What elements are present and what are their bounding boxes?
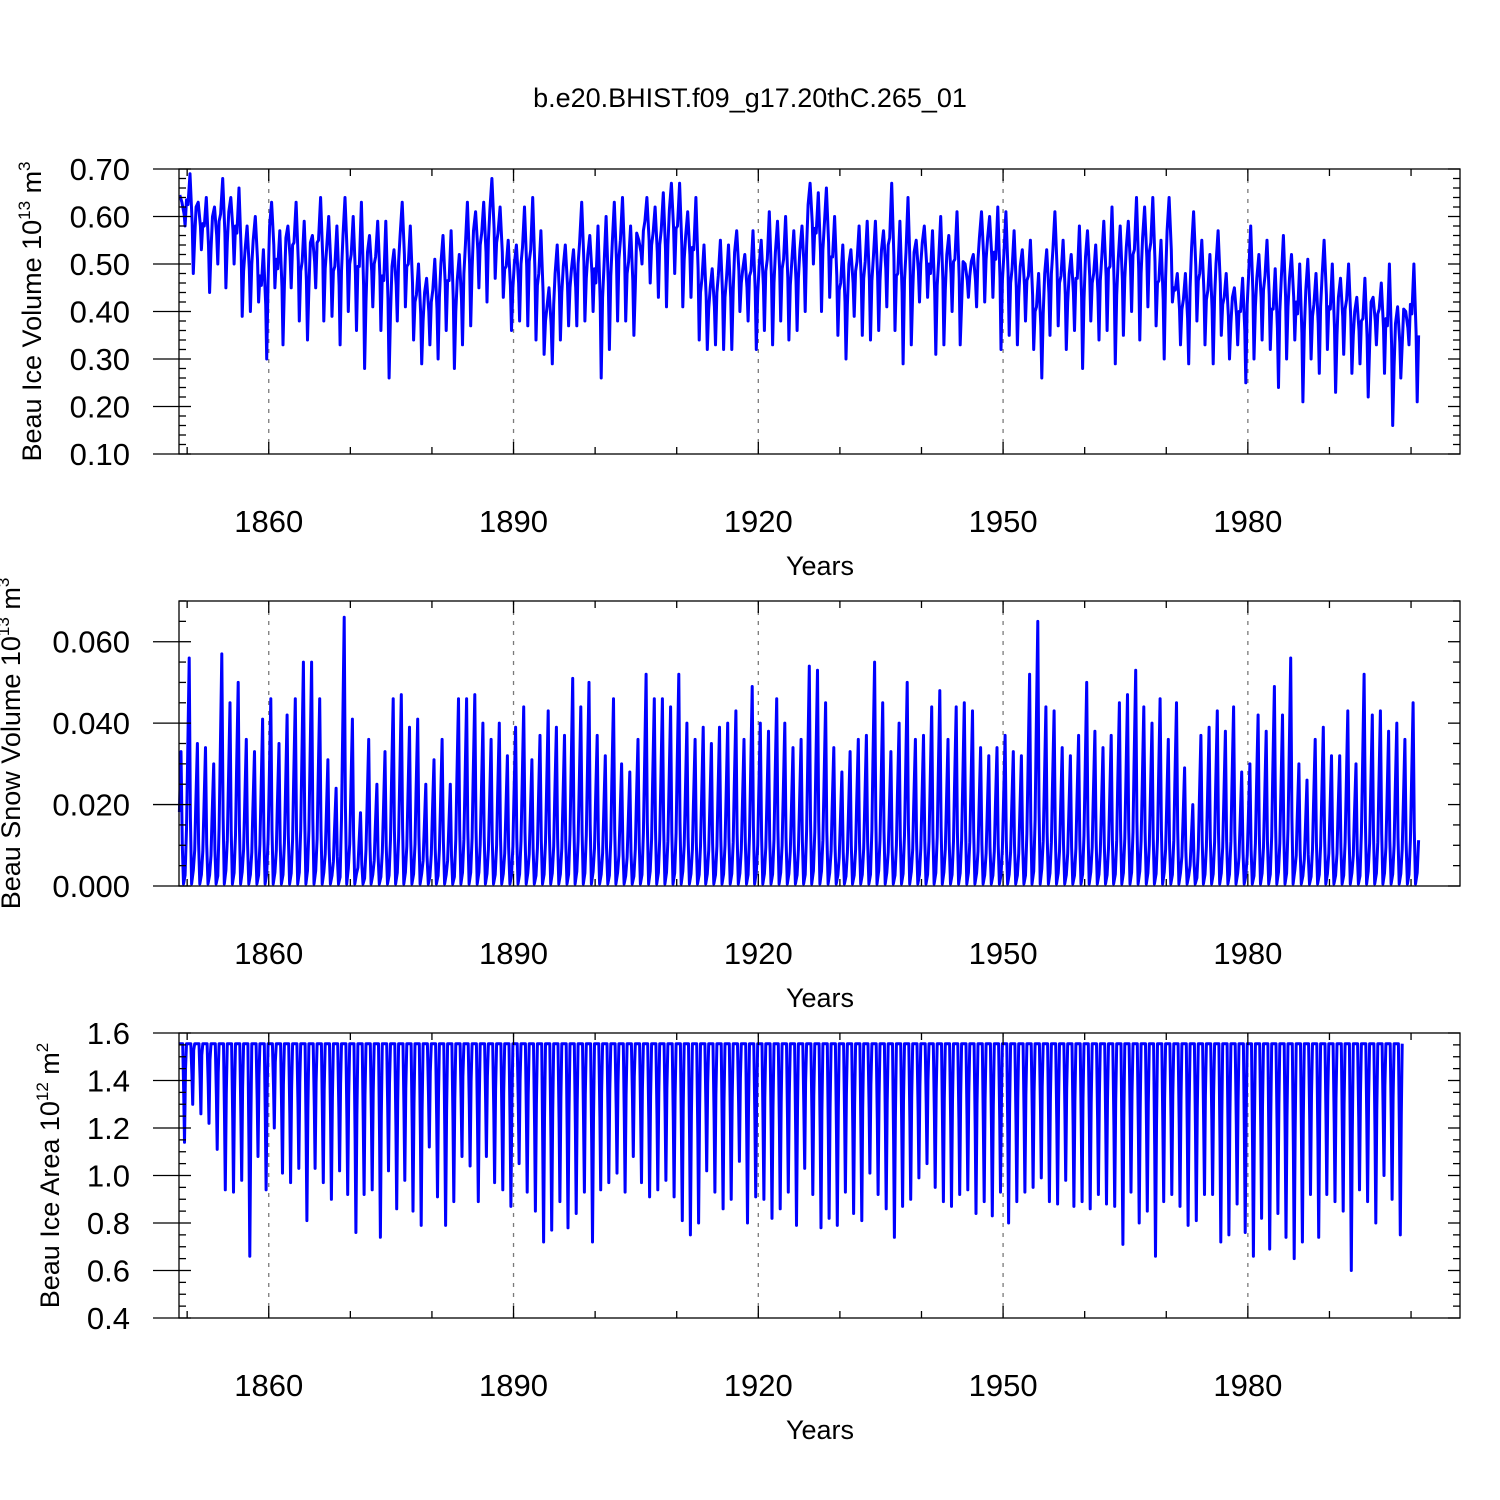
- x-tick-label: 1920: [724, 504, 793, 539]
- y-axis-title-unit: m: [17, 171, 47, 201]
- x-tick-label: 1980: [1213, 936, 1282, 971]
- y-axis-title-exponent: 12: [33, 1082, 52, 1101]
- y-tick-label: 0.10: [70, 437, 130, 472]
- y-axis-title-unit: m: [35, 1052, 65, 1082]
- y-tick-label: 0.4: [87, 1301, 130, 1336]
- x-tick-label: 1980: [1213, 504, 1282, 539]
- x-tick-label: 1860: [234, 504, 303, 539]
- y-tick-label: 0.6: [87, 1254, 130, 1289]
- y-tick-label: 1.6: [87, 1016, 130, 1051]
- y-tick-label: 0.20: [70, 390, 130, 425]
- y-axis-title-unit: m: [0, 587, 26, 617]
- y-tick-label: 0.020: [52, 788, 130, 823]
- y-axis-title-text: Beau Ice Area 10: [35, 1101, 65, 1308]
- x-tick-label: 1860: [234, 1368, 303, 1403]
- x-tick-label: 1920: [724, 1368, 793, 1403]
- y-tick-label: 0.30: [70, 342, 130, 377]
- x-tick-label: 1890: [479, 936, 548, 971]
- y-axis-title-unit-exponent: 3: [0, 578, 13, 587]
- y-tick-label: 1.0: [87, 1159, 130, 1194]
- x-tick-label: 1860: [234, 936, 303, 971]
- x-tick-label: 1950: [969, 504, 1038, 539]
- x-axis-title: Years: [786, 1415, 854, 1445]
- y-tick-label: 0.60: [70, 200, 130, 235]
- y-axis-title: Beau Ice Volume 1013 m3: [15, 161, 47, 461]
- panel-1: 1860 1890 1920 1950 1980 Years 0.10 0.20 0.30 0.4…: [15, 152, 1461, 581]
- y-tick-label: 0.40: [70, 295, 130, 330]
- y-tick-label: 0.000: [52, 869, 130, 904]
- panel-3: 1860 1890 1920 1950 1980 Years 0.4 0.6 0.8 1.0 1.2…: [33, 1016, 1461, 1445]
- y-tick-label: 0.70: [70, 152, 130, 187]
- series-line: [177, 615, 1421, 886]
- y-axis-title-unit-exponent: 3: [15, 161, 34, 170]
- series-line: [179, 1042, 1404, 1272]
- y-axis-title: Beau Snow Volume 1013 m3: [0, 578, 26, 910]
- y-tick-label: 1.4: [87, 1064, 130, 1099]
- y-tick-label: 0.060: [52, 625, 130, 660]
- y-axis-title-text: Beau Snow Volume 10: [0, 636, 26, 909]
- panels: 1860 1890 1920 1950 1980 Years 0.10 0.20 0.30 0.4…: [0, 152, 1461, 1445]
- x-tick-label: 1890: [479, 1368, 548, 1403]
- x-tick-label: 1950: [969, 1368, 1038, 1403]
- x-tick-label: 1980: [1213, 1368, 1282, 1403]
- x-axis-title: Years: [786, 983, 854, 1013]
- y-tick-label: 0.50: [70, 247, 130, 282]
- y-axis-title-unit-exponent: 2: [33, 1043, 52, 1052]
- y-tick-label: 1.2: [87, 1111, 130, 1146]
- series-line: [178, 172, 1421, 427]
- x-tick-label: 1950: [969, 936, 1038, 971]
- y-axis-title-exponent: 13: [0, 617, 13, 636]
- y-tick-label: 0.040: [52, 706, 130, 741]
- figure-title: b.e20.BHIST.f09_g17.20thC.265_01: [533, 83, 967, 113]
- y-axis-title-text: Beau Ice Volume 10: [17, 220, 47, 462]
- y-axis-title: Beau Ice Area 1012 m2: [33, 1043, 65, 1309]
- x-tick-label: 1920: [724, 936, 793, 971]
- y-axis-title-exponent: 13: [15, 201, 34, 220]
- x-axis-title: Years: [786, 551, 854, 581]
- y-tick-label: 0.8: [87, 1206, 130, 1241]
- x-tick-label: 1890: [479, 504, 548, 539]
- panel-2: 1860 1890 1920 1950 1980 Years 0.000 0.020 0.040…: [0, 578, 1461, 1013]
